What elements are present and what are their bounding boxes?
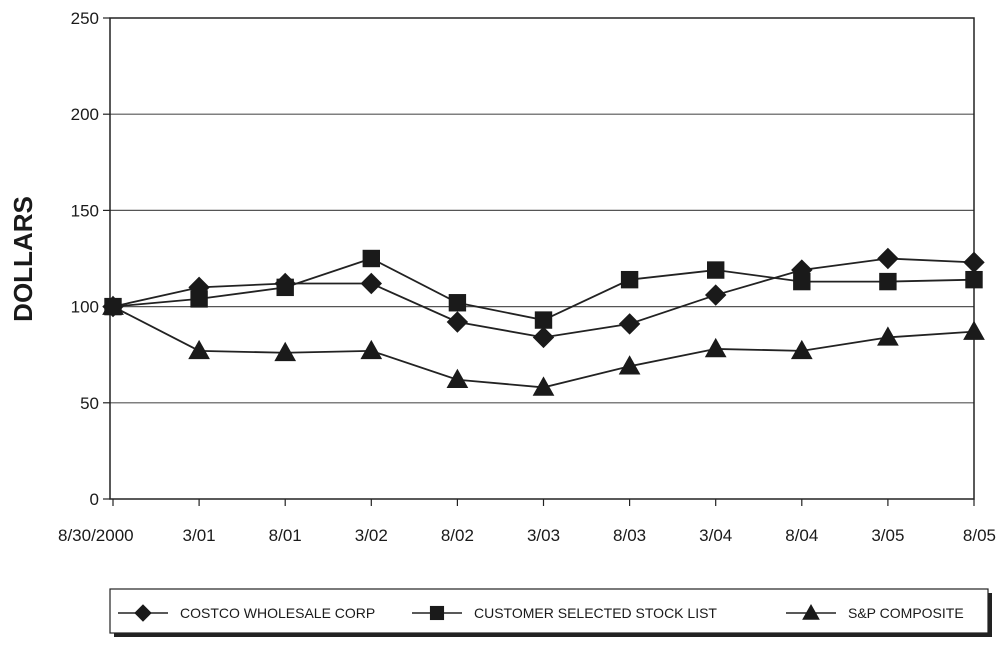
triangle-point	[532, 376, 555, 396]
y-axis-label: DOLLARS	[8, 196, 38, 322]
x-axis-ticks: 8/30/2000 3/01 8/01 3/02 8/02 3/03 8/03 3/04 8/0…	[58, 499, 996, 545]
square-point	[362, 249, 381, 268]
legend-triangle-icon	[802, 603, 820, 620]
triangle-point	[446, 368, 469, 389]
legend-label: CUSTOMER SELECTED STOCK LIST	[474, 605, 717, 621]
legend-box	[109, 588, 989, 634]
y-tick-label: 150	[71, 201, 99, 220]
triangle-point	[877, 326, 899, 346]
square-point	[190, 290, 208, 308]
square-point	[620, 270, 639, 289]
triangle-point	[360, 339, 383, 360]
x-tick-label: 8/05	[963, 526, 996, 545]
diamond-point	[704, 284, 727, 306]
grid-lines	[110, 113, 974, 404]
x-tick-label: 8/03	[613, 526, 646, 545]
series-line	[112, 257, 975, 322]
series-s-p-composite	[102, 295, 985, 396]
square-point	[276, 278, 294, 297]
series-costco-wholesale-corp	[102, 247, 985, 349]
y-tick-label: 200	[71, 105, 99, 124]
triangle-point	[618, 355, 641, 375]
series-group	[102, 247, 985, 396]
y-tick-label: 250	[71, 9, 99, 28]
square-point	[448, 294, 467, 312]
legend-diamond-icon	[134, 604, 152, 622]
square-point	[879, 272, 897, 291]
square-point	[965, 270, 983, 289]
diamond-point	[532, 326, 555, 349]
x-tick-label: 8/04	[785, 526, 818, 545]
x-tick-label: 3/04	[699, 526, 732, 545]
diamond-point	[360, 272, 383, 295]
series-customer-selected-stock-list	[104, 249, 983, 329]
triangle-point	[790, 339, 813, 360]
legend-item: CUSTOMER SELECTED STOCK LIST	[412, 605, 717, 621]
legend-square-icon	[429, 605, 445, 621]
square-point	[707, 261, 725, 279]
legend-item: COSTCO WHOLESALE CORP	[118, 604, 375, 622]
x-tick-label: 3/02	[355, 526, 388, 545]
x-tick-label: 3/01	[183, 526, 216, 545]
triangle-point	[274, 341, 297, 362]
plot-frame	[109, 17, 975, 500]
triangle-point	[704, 337, 727, 358]
triangle-point	[188, 339, 210, 360]
x-tick-label: 8/30/2000	[58, 526, 134, 545]
diamond-point	[618, 313, 641, 335]
y-tick-label: 100	[71, 298, 99, 317]
y-tick-label: 0	[90, 490, 99, 509]
triangle-point	[963, 320, 985, 340]
triangle-point	[102, 295, 124, 315]
diamond-point	[963, 251, 985, 274]
legend: COSTCO WHOLESALE CORP CUSTOMER SELECTED S…	[109, 588, 992, 637]
x-tick-label: 3/03	[527, 526, 560, 545]
diamond-point	[877, 247, 899, 270]
x-tick-label: 8/01	[269, 526, 302, 545]
x-tick-label: 3/05	[871, 526, 904, 545]
diamond-point	[446, 311, 469, 333]
legend-label: S&P COMPOSITE	[848, 605, 964, 621]
square-point	[793, 272, 811, 291]
y-tick-label: 50	[80, 394, 99, 413]
y-axis-ticks: 0 50 100 150 200 250	[71, 9, 110, 509]
legend-item: S&P COMPOSITE	[786, 603, 964, 621]
x-tick-label: 8/02	[441, 526, 474, 545]
square-point	[534, 311, 553, 329]
legend-label: COSTCO WHOLESALE CORP	[180, 605, 375, 621]
